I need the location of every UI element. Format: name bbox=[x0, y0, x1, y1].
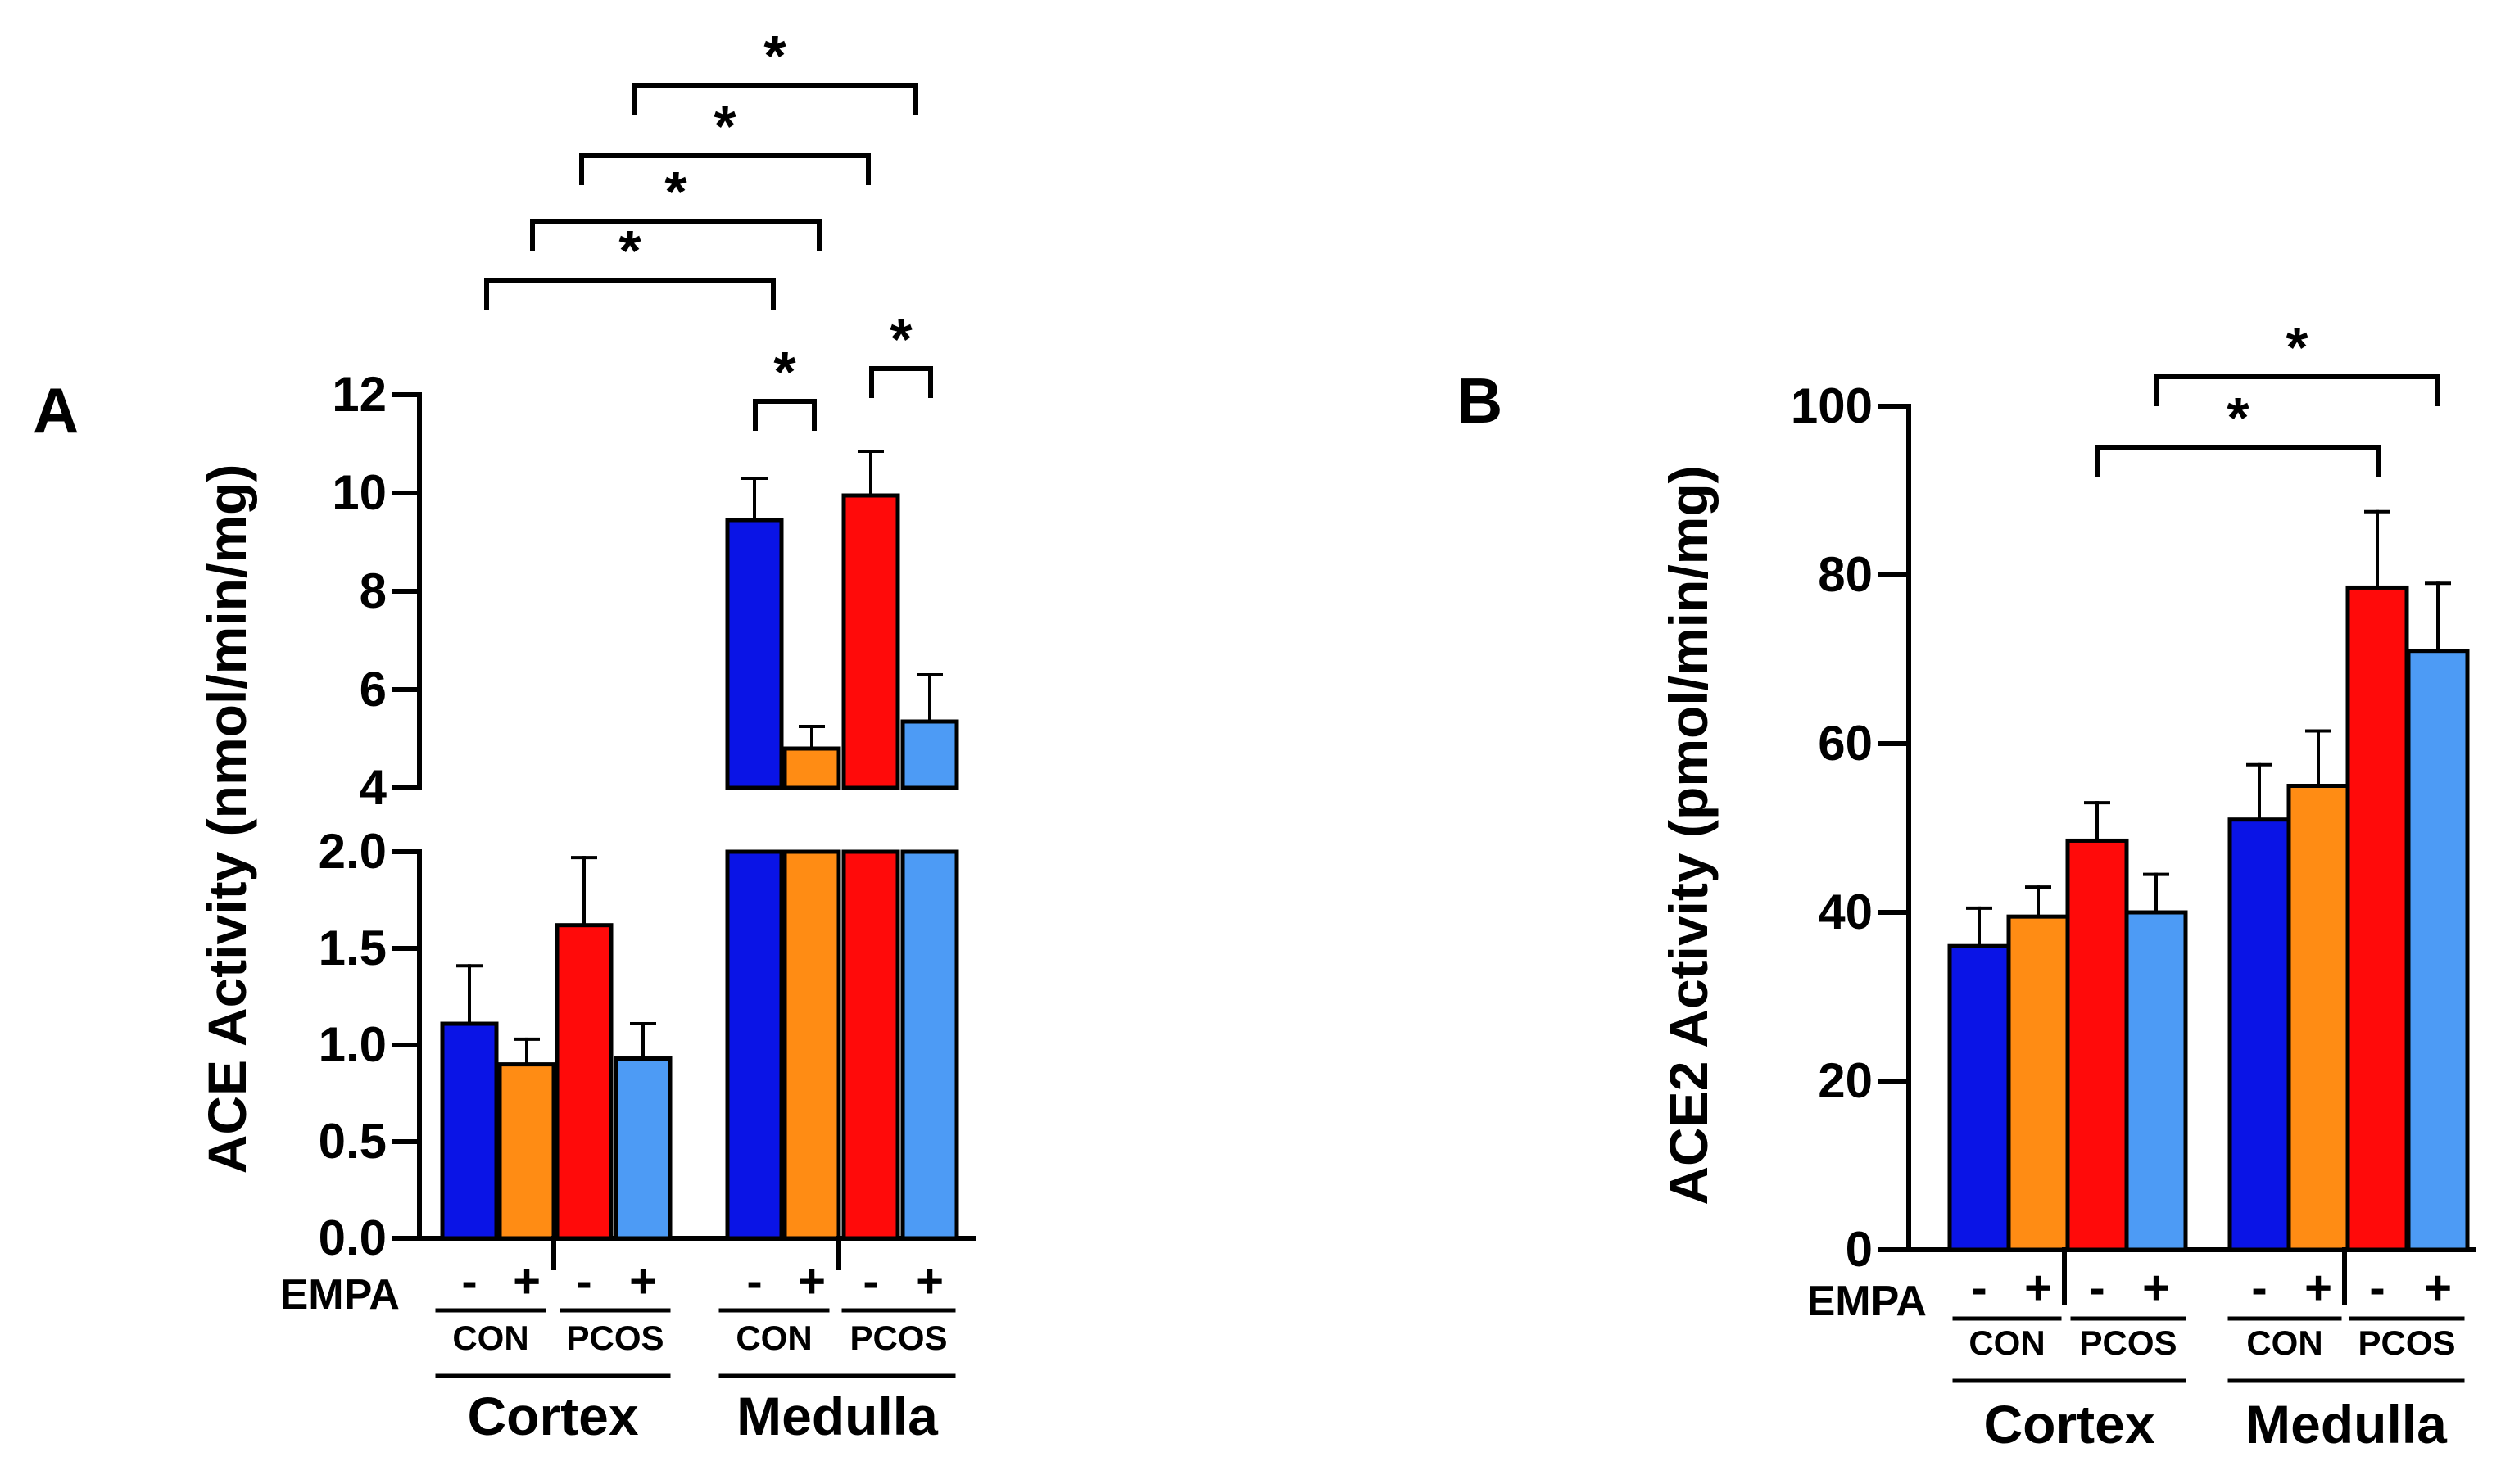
empa-minus: - bbox=[746, 1255, 762, 1308]
panel-b-letter: B bbox=[1457, 364, 1502, 437]
y-tick-label: 6 bbox=[360, 662, 387, 717]
bar-conplus-cortex bbox=[497, 1062, 556, 1241]
region-label-cortex: Cortex bbox=[467, 1386, 638, 1446]
empa-plus: + bbox=[798, 1255, 826, 1308]
bar-pcosminus-cortex bbox=[555, 923, 614, 1241]
y-tick-label: 0 bbox=[1846, 1222, 1873, 1277]
y-tick-label: 1.5 bbox=[319, 921, 387, 975]
significance-bracket bbox=[2154, 374, 2440, 406]
empa-minus: - bbox=[1971, 1261, 1987, 1314]
empa-minus: - bbox=[2369, 1261, 2385, 1314]
significance-bracket-star: * bbox=[664, 160, 687, 224]
y-tick-label: 2.0 bbox=[319, 824, 387, 879]
empa-minus: - bbox=[2089, 1261, 2105, 1314]
bar-conminus-medulla-upper bbox=[725, 518, 784, 790]
bar-pcosminus-medulla-lower bbox=[841, 849, 900, 1241]
bar-conplus-medulla bbox=[2286, 784, 2350, 1252]
y-tick-label: 1.0 bbox=[319, 1017, 387, 1072]
significance-bracket-star: * bbox=[763, 24, 786, 88]
significance-bracket-star: * bbox=[618, 219, 641, 283]
group-label-pcos: PCOS bbox=[2358, 1323, 2455, 1362]
y-tick-label: 0.5 bbox=[319, 1114, 387, 1169]
significance-bracket bbox=[869, 366, 933, 398]
group-label-pcos: PCOS bbox=[2079, 1323, 2177, 1362]
bar-conminus-medulla-lower bbox=[725, 849, 784, 1241]
empa-plus: + bbox=[513, 1255, 541, 1308]
axis-break-gap bbox=[721, 791, 975, 848]
bar-pcosplus-medulla-lower bbox=[900, 849, 959, 1241]
significance-bracket bbox=[632, 83, 918, 115]
y-tick-label: 8 bbox=[360, 563, 387, 618]
group-label-con: CON bbox=[452, 1319, 528, 1357]
empa-minus: - bbox=[576, 1255, 591, 1308]
bar-conplus-cortex bbox=[2006, 914, 2070, 1252]
bar-conplus-medulla-upper bbox=[782, 746, 841, 790]
bar-pcosminus-medulla bbox=[2345, 585, 2409, 1252]
bar-conminus-cortex bbox=[440, 1021, 499, 1241]
significance-bracket bbox=[753, 399, 817, 431]
significance-bracket bbox=[2095, 445, 2381, 477]
panel-a: A ACE Activity (nmol/min/mg) 0.0 0.5 1.0 1.5 2… bbox=[33, 24, 976, 1446]
empa-plus: + bbox=[2304, 1261, 2332, 1314]
group-label-pcos: PCOS bbox=[566, 1319, 664, 1357]
significance-bracket-star: * bbox=[890, 307, 913, 371]
bar-pcosplus-cortex bbox=[2124, 910, 2188, 1252]
bar-pcosminus-cortex bbox=[2065, 838, 2129, 1252]
region-label-medulla: Medulla bbox=[736, 1386, 939, 1446]
y-tick-label: 20 bbox=[1818, 1053, 1873, 1108]
y-tick-label: 0.0 bbox=[319, 1210, 387, 1265]
group-label-con: CON bbox=[2246, 1323, 2322, 1362]
significance-bracket-star: * bbox=[714, 94, 736, 158]
region-label-cortex: Cortex bbox=[1983, 1394, 2154, 1455]
y-tick-label: 100 bbox=[1791, 378, 1873, 433]
group-label-con: CON bbox=[736, 1319, 812, 1357]
y-tick-label: 4 bbox=[360, 760, 387, 815]
empa-plus: + bbox=[916, 1255, 944, 1308]
y-tick-label: 80 bbox=[1818, 547, 1873, 602]
empa-minus: - bbox=[461, 1255, 477, 1308]
significance-bracket-star: * bbox=[2286, 315, 2308, 379]
bar-pcosplus-medulla-upper bbox=[900, 719, 959, 790]
bar-pcosplus-medulla bbox=[2406, 649, 2470, 1252]
panel-a-letter: A bbox=[33, 374, 79, 446]
empa-plus: + bbox=[2424, 1261, 2452, 1314]
significance-bracket bbox=[484, 278, 776, 310]
empa-minus: - bbox=[2251, 1261, 2267, 1314]
y-tick-label: 12 bbox=[332, 367, 387, 422]
y-tick-label: 10 bbox=[332, 465, 387, 520]
bar-pcosplus-cortex bbox=[614, 1056, 673, 1241]
region-label-medulla: Medulla bbox=[2245, 1394, 2448, 1455]
empa-label: EMPA bbox=[1807, 1278, 1927, 1325]
significance-bracket-star: * bbox=[2227, 386, 2249, 450]
empa-plus: + bbox=[2142, 1261, 2170, 1314]
significance-bracket bbox=[530, 219, 822, 251]
empa-plus: + bbox=[2024, 1261, 2052, 1314]
empa-minus: - bbox=[863, 1255, 878, 1308]
empa-plus: + bbox=[629, 1255, 657, 1308]
group-label-pcos: PCOS bbox=[850, 1319, 947, 1357]
y-axis-label: ACE Activity (nmol/min/mg) bbox=[197, 464, 257, 1174]
significance-bracket bbox=[579, 153, 871, 185]
group-label-con: CON bbox=[1969, 1323, 2045, 1362]
y-tick-label: 40 bbox=[1818, 885, 1873, 939]
bar-conminus-cortex bbox=[1947, 943, 2011, 1252]
bar-conminus-medulla bbox=[2227, 817, 2291, 1252]
y-axis-label: ACE2 Activity (pmol/min/mg) bbox=[1658, 465, 1719, 1205]
significance-bracket-star: * bbox=[773, 340, 796, 404]
y-tick-label: 60 bbox=[1818, 716, 1873, 771]
empa-label: EMPA bbox=[280, 1271, 400, 1319]
bar-conplus-medulla-lower bbox=[782, 849, 841, 1241]
panel-b: B ACE2 Activity (pmol/min/mg) 0 20 40 60 80 100… bbox=[1457, 315, 2476, 1455]
bar-pcosminus-medulla-upper bbox=[841, 493, 900, 790]
